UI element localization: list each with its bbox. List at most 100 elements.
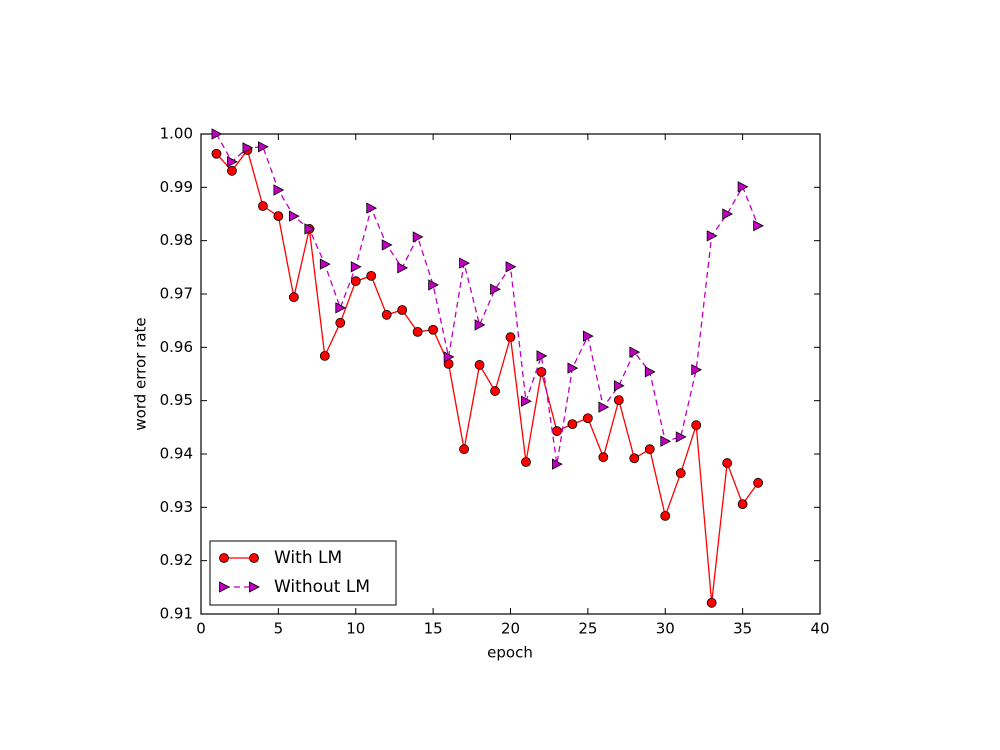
marker <box>691 364 703 376</box>
marker <box>737 499 748 510</box>
x-tick-label: 15 <box>424 620 443 638</box>
x-tick-label: 20 <box>501 620 520 638</box>
plot-frame <box>200 133 821 615</box>
marker <box>582 330 594 342</box>
y-tick-label: 0.93 <box>160 498 193 516</box>
marker <box>691 420 702 431</box>
y-tick-label: 1.00 <box>160 125 193 143</box>
x-tick-label: 0 <box>196 620 206 638</box>
marker <box>582 413 593 424</box>
marker <box>397 262 409 274</box>
y-axis-label: word error rate <box>132 317 150 430</box>
marker <box>474 360 485 370</box>
marker <box>366 202 378 214</box>
marker <box>366 270 377 281</box>
y-tick-label: 0.99 <box>160 178 193 196</box>
marker <box>521 457 531 467</box>
marker <box>257 141 269 153</box>
x-tick-label: 30 <box>656 620 675 638</box>
marker <box>381 309 392 320</box>
marker <box>273 211 284 222</box>
marker <box>443 351 455 363</box>
y-tick-label: 0.98 <box>160 231 193 249</box>
marker <box>521 395 532 407</box>
marker <box>211 148 222 159</box>
marker <box>242 142 254 154</box>
x-tick-label: 40 <box>810 620 829 638</box>
marker <box>722 208 734 220</box>
marker <box>474 319 486 331</box>
marker <box>567 362 579 374</box>
marker <box>753 477 763 488</box>
marker <box>660 435 672 447</box>
marker <box>737 181 749 193</box>
marker <box>567 419 578 430</box>
marker <box>412 326 423 337</box>
marker <box>249 553 259 563</box>
marker <box>706 230 718 242</box>
marker <box>629 346 641 358</box>
marker <box>490 283 501 295</box>
marker <box>629 453 640 464</box>
marker <box>459 444 469 455</box>
marker <box>428 324 439 335</box>
marker <box>598 452 609 463</box>
marker <box>644 366 656 378</box>
marker <box>397 305 408 315</box>
marker <box>273 184 285 196</box>
y-tick-label: 0.95 <box>160 391 193 409</box>
marker <box>505 332 516 343</box>
marker <box>227 156 238 168</box>
marker <box>304 223 316 235</box>
legend-box <box>209 540 397 606</box>
x-axis-label: epoch <box>487 644 533 662</box>
marker <box>288 210 300 222</box>
y-tick-label: 0.97 <box>160 285 193 303</box>
marker <box>211 128 223 140</box>
marker <box>227 165 237 176</box>
marker <box>319 258 331 270</box>
marker <box>613 395 624 406</box>
legend-label: Without LM <box>274 577 370 597</box>
y-tick-label: 0.96 <box>160 338 193 356</box>
marker <box>552 458 563 470</box>
marker <box>319 350 330 361</box>
legend-label: With LM <box>274 548 342 568</box>
x-tick-label: 10 <box>346 620 365 638</box>
marker <box>722 458 733 468</box>
marker <box>490 386 500 396</box>
marker <box>753 220 764 232</box>
marker <box>257 201 268 211</box>
marker <box>613 380 625 392</box>
y-tick-label: 0.91 <box>160 605 193 623</box>
marker <box>660 510 671 521</box>
marker <box>536 350 548 362</box>
y-tick-label: 0.94 <box>160 445 193 463</box>
marker <box>598 401 610 413</box>
marker <box>644 444 655 455</box>
x-tick-label: 35 <box>733 620 752 638</box>
marker <box>459 257 470 269</box>
marker <box>536 366 547 377</box>
marker <box>288 292 299 303</box>
x-tick-label: 5 <box>274 620 284 638</box>
marker <box>706 597 717 608</box>
marker <box>505 261 517 273</box>
marker <box>552 426 562 436</box>
marker <box>381 239 393 251</box>
marker <box>249 581 260 593</box>
marker <box>335 302 347 314</box>
legend: With LM Without LM <box>209 540 397 606</box>
marker <box>335 317 346 328</box>
marker <box>675 431 687 443</box>
marker <box>675 468 686 479</box>
marker <box>219 581 230 593</box>
marker <box>428 279 439 291</box>
marker <box>350 261 362 273</box>
series-line <box>215 148 759 603</box>
marker <box>412 231 424 243</box>
y-tick-label: 0.92 <box>160 551 193 569</box>
marker <box>219 553 229 563</box>
x-tick-label: 25 <box>578 620 597 638</box>
